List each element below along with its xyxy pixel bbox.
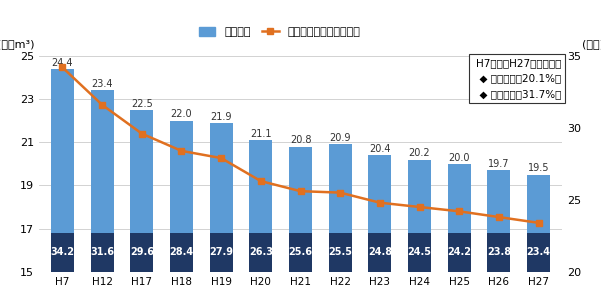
Text: (百万m³): (百万m³) bbox=[0, 39, 34, 49]
Bar bbox=[329, 233, 352, 272]
Bar bbox=[91, 90, 114, 288]
Bar bbox=[487, 170, 510, 288]
Text: 26.3: 26.3 bbox=[249, 247, 273, 257]
Text: 20.4: 20.4 bbox=[369, 144, 391, 154]
Bar bbox=[210, 123, 233, 288]
Bar bbox=[91, 233, 114, 272]
Text: 20.2: 20.2 bbox=[409, 148, 430, 158]
Text: 25.5: 25.5 bbox=[328, 247, 352, 257]
Bar bbox=[448, 233, 471, 272]
Bar bbox=[527, 233, 550, 272]
Text: 25.6: 25.6 bbox=[288, 247, 313, 257]
Bar bbox=[170, 121, 193, 288]
Bar bbox=[408, 233, 431, 272]
Bar bbox=[249, 140, 272, 288]
Bar bbox=[289, 233, 312, 272]
Bar bbox=[368, 155, 391, 288]
Text: 19.7: 19.7 bbox=[488, 159, 510, 169]
Bar bbox=[249, 233, 272, 272]
Text: 21.1: 21.1 bbox=[250, 129, 272, 139]
Text: 23.4: 23.4 bbox=[526, 247, 551, 257]
Text: H7年度とH27年度の比較
  ◆ 使用水量は20.1%減
  ◆ 料金収入は31.7%減: H7年度とH27年度の比較 ◆ 使用水量は20.1%減 ◆ 料金収入は31.7%… bbox=[473, 58, 561, 99]
Text: 23.8: 23.8 bbox=[487, 247, 511, 257]
Bar bbox=[408, 160, 431, 288]
Bar bbox=[487, 233, 510, 272]
Bar bbox=[170, 233, 193, 272]
Text: 19.5: 19.5 bbox=[528, 163, 549, 173]
Bar bbox=[368, 233, 391, 272]
Text: 24.2: 24.2 bbox=[447, 247, 471, 257]
Bar bbox=[527, 175, 550, 288]
Text: 21.9: 21.9 bbox=[210, 111, 232, 122]
Text: 24.4: 24.4 bbox=[52, 58, 73, 68]
Text: 20.8: 20.8 bbox=[290, 135, 311, 145]
Text: 20.0: 20.0 bbox=[448, 153, 470, 162]
Bar bbox=[130, 110, 153, 288]
Text: 24.5: 24.5 bbox=[407, 247, 432, 257]
Text: 20.9: 20.9 bbox=[329, 133, 351, 143]
Text: (億円): (億円) bbox=[582, 39, 601, 49]
Text: 24.8: 24.8 bbox=[368, 247, 392, 257]
Text: 28.4: 28.4 bbox=[169, 247, 194, 257]
Bar bbox=[130, 233, 153, 272]
Text: 31.6: 31.6 bbox=[90, 247, 114, 257]
Text: 27.9: 27.9 bbox=[209, 247, 233, 257]
Legend: 使用水量, 水道料金収入（税抜き）: 使用水量, 水道料金収入（税抜き） bbox=[194, 23, 365, 41]
Bar bbox=[51, 69, 74, 288]
Bar bbox=[51, 233, 74, 272]
Text: 29.6: 29.6 bbox=[130, 247, 154, 257]
Bar bbox=[210, 233, 233, 272]
Bar bbox=[329, 144, 352, 288]
Text: 22.5: 22.5 bbox=[131, 98, 153, 109]
Bar bbox=[448, 164, 471, 288]
Bar bbox=[289, 147, 312, 288]
Text: 23.4: 23.4 bbox=[91, 79, 113, 89]
Text: 22.0: 22.0 bbox=[171, 109, 192, 119]
Text: 34.2: 34.2 bbox=[50, 247, 75, 257]
